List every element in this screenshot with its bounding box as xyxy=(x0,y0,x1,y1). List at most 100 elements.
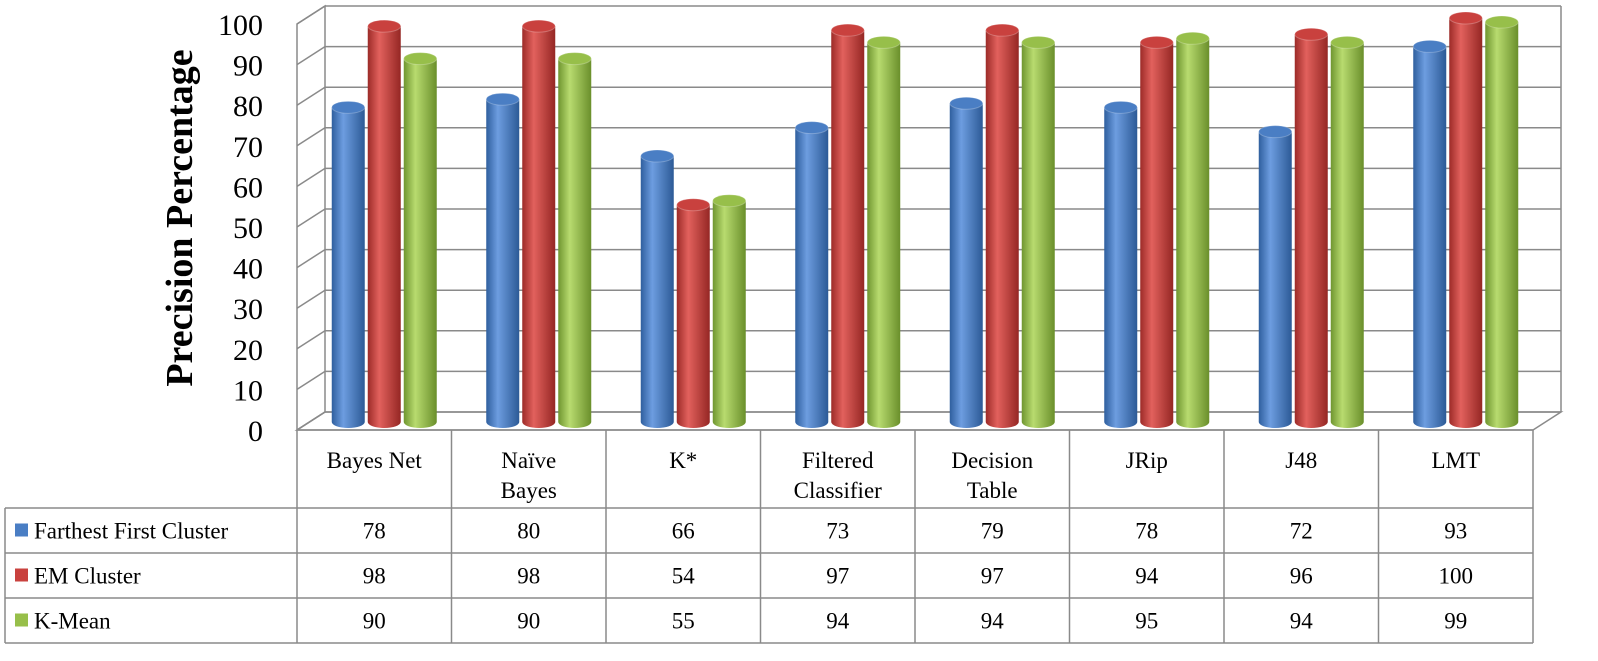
bar xyxy=(985,23,1020,429)
category-label: Naïve xyxy=(501,448,556,473)
gridline-side xyxy=(296,370,326,391)
legend-swatch xyxy=(15,568,28,582)
bar xyxy=(1175,31,1210,429)
bar-body xyxy=(795,127,829,429)
bar xyxy=(557,52,592,428)
table-value: 72 xyxy=(1290,519,1313,544)
bar-top xyxy=(1412,39,1447,53)
bar xyxy=(403,52,438,428)
table-value: 73 xyxy=(826,519,849,544)
bar xyxy=(794,121,829,429)
bar-body xyxy=(676,204,710,428)
bar-top xyxy=(712,194,747,208)
legend-swatch xyxy=(15,613,28,627)
bar-top xyxy=(676,198,711,212)
bar xyxy=(1294,27,1329,429)
bar-top xyxy=(866,35,901,49)
table-value: 98 xyxy=(363,564,386,589)
table-value: 78 xyxy=(1135,519,1158,544)
bar-body xyxy=(712,200,746,428)
bar-top xyxy=(1139,35,1174,49)
bar-top xyxy=(949,96,984,110)
bar xyxy=(712,194,747,428)
bar xyxy=(1103,100,1138,428)
table-value: 90 xyxy=(363,609,386,634)
category-label: Filtered xyxy=(802,448,874,473)
table-value: 66 xyxy=(672,519,695,544)
category-label: Classifier xyxy=(794,478,882,503)
bar-body xyxy=(867,42,901,429)
y-tick-label: 20 xyxy=(233,334,263,367)
table-value: 94 xyxy=(826,609,850,634)
table-value: 78 xyxy=(363,519,386,544)
bar-top xyxy=(1448,11,1483,25)
bar xyxy=(485,92,520,428)
y-axis-title: Precision Percentage xyxy=(159,49,201,386)
bar-top xyxy=(1021,35,1056,49)
table-value: 94 xyxy=(1135,564,1159,589)
bar-body xyxy=(1140,42,1174,429)
table-value: 54 xyxy=(672,564,696,589)
bar-body xyxy=(949,103,983,428)
bar-top xyxy=(1103,100,1138,114)
bar-top xyxy=(640,149,675,163)
bar xyxy=(1258,125,1293,428)
bar-body xyxy=(831,30,865,429)
bar-top xyxy=(1484,15,1519,29)
table-value: 94 xyxy=(1290,609,1314,634)
bar-body xyxy=(1485,22,1519,429)
bar-body xyxy=(522,26,556,429)
bar-top xyxy=(830,23,865,37)
category-label: Bayes Net xyxy=(327,448,423,473)
bar-body xyxy=(403,58,437,428)
y-axis-ticks: 0 10 20 30 40 50 60 70 80 90 100 xyxy=(218,9,263,448)
gridline-side xyxy=(296,289,326,309)
bar-top xyxy=(794,121,829,135)
bar-top xyxy=(557,52,592,66)
y-tick-label: 0 xyxy=(248,415,263,448)
category-label: K* xyxy=(669,448,697,473)
bar-body xyxy=(985,30,1019,429)
gridline-side xyxy=(296,411,326,431)
bar-body xyxy=(1021,42,1055,429)
bars xyxy=(331,11,1519,429)
bar-top xyxy=(403,52,438,66)
legend-label: Farthest First Cluster xyxy=(34,519,229,544)
gridline-side xyxy=(296,248,326,269)
bar-body xyxy=(331,107,365,428)
bar xyxy=(830,23,865,429)
bar-top xyxy=(1294,27,1329,41)
gridline-side xyxy=(296,127,326,147)
bar-top xyxy=(485,92,520,106)
bar-top xyxy=(1330,35,1365,49)
table-value: 99 xyxy=(1444,609,1467,634)
bar-body xyxy=(1330,42,1364,429)
bar xyxy=(331,100,366,428)
y-tick-label: 90 xyxy=(233,50,263,83)
bar-body xyxy=(1294,34,1328,429)
bar xyxy=(676,198,711,428)
bar-body xyxy=(1413,46,1447,429)
y-tick-label: 10 xyxy=(233,374,263,407)
category-label: LMT xyxy=(1431,448,1480,473)
bar xyxy=(1484,15,1519,429)
table-value: 90 xyxy=(517,609,540,634)
bar xyxy=(949,96,984,428)
gridline-side xyxy=(296,208,326,228)
table-value: 97 xyxy=(981,564,1004,589)
y-tick-label: 100 xyxy=(218,9,263,42)
bar-body xyxy=(486,99,520,428)
category-label: Table xyxy=(967,478,1018,503)
legend-swatch xyxy=(15,523,28,537)
bar xyxy=(640,149,675,429)
bar xyxy=(521,19,556,429)
bar-body xyxy=(1258,131,1292,428)
data-table: Bayes Net Naïve Bayes K* Filtered Classifier D… xyxy=(4,429,1534,644)
table-value: 98 xyxy=(517,564,540,589)
y-tick-label: 80 xyxy=(233,90,263,123)
table-value: 96 xyxy=(1290,564,1313,589)
legend-label: EM Cluster xyxy=(34,564,141,589)
bar-body xyxy=(1449,18,1483,428)
gridline-side xyxy=(296,86,326,106)
table-value: 100 xyxy=(1439,564,1474,589)
